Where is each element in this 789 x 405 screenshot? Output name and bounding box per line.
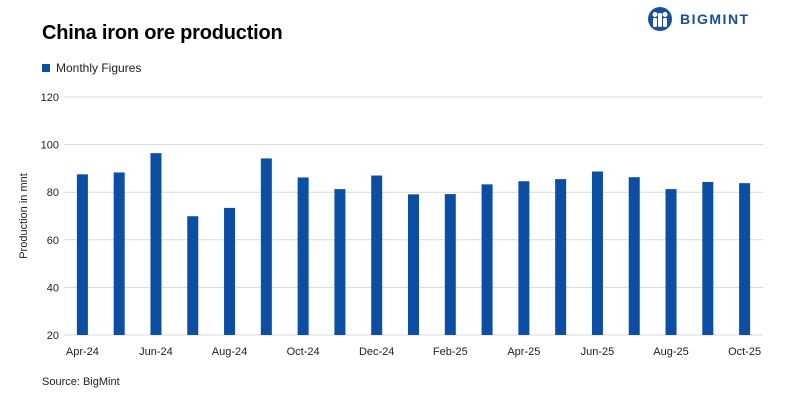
chart-legend: Monthly Figures [42, 61, 141, 75]
bar-feb-25 [444, 194, 456, 335]
bar-jul-24 [187, 216, 199, 335]
bar-mar-25 [481, 184, 493, 335]
x-tick-label: Oct-25 [728, 346, 761, 358]
x-tick-label: Jun-24 [139, 346, 173, 358]
y-axis-title: Production in mnt [18, 173, 30, 259]
bar-series [76, 153, 751, 335]
y-axis-ticks: 20 40 60 80 100 120 [41, 92, 59, 342]
bar-may-24 [113, 172, 125, 335]
y-tick-label: 100 [41, 140, 59, 152]
bar-apr-24 [76, 174, 88, 335]
y-tick-label: 40 [47, 282, 59, 294]
x-tick-label: Oct-24 [287, 346, 320, 358]
x-tick-label: Apr-24 [66, 346, 99, 358]
bigmint-logo-icon [648, 7, 672, 31]
y-tick-label: 20 [47, 330, 59, 342]
source-note: Source: BigMint [42, 376, 120, 388]
bar-jun-25 [591, 171, 603, 335]
bigmint-logo: BIGMINT [645, 6, 750, 32]
logo-text: BIGMINT [680, 11, 750, 27]
bar-sep-24 [260, 158, 272, 335]
x-tick-label: Aug-24 [212, 346, 247, 358]
x-tick-label: Feb-25 [433, 346, 468, 358]
bar-jul-25 [628, 177, 640, 335]
bar-nov-24 [334, 189, 346, 335]
bar-apr-25 [518, 181, 530, 335]
y-tick-label: 60 [47, 235, 59, 247]
y-tick-label: 80 [47, 187, 59, 199]
grid-lines [64, 96, 763, 336]
bar-jun-24 [150, 153, 162, 335]
chart-title: China iron ore production [42, 22, 283, 44]
bar-aug-24 [224, 207, 236, 335]
legend-label: Monthly Figures [56, 61, 142, 75]
x-tick-label: Apr-25 [507, 346, 540, 358]
bar-jan-25 [408, 194, 419, 335]
x-axis-ticks: Apr-24 Jun-24 Aug-24 Oct-24 Dec-24 Feb-25 Apr-… [66, 346, 761, 358]
bar-oct-25 [739, 183, 751, 335]
bar-dec-24 [371, 175, 383, 335]
bar-may-25 [555, 179, 567, 335]
bar-oct-24 [297, 177, 309, 335]
x-tick-label: Dec-24 [359, 346, 394, 358]
bar-sep-25 [702, 181, 714, 335]
y-tick-label: 120 [41, 92, 59, 104]
bar-aug-25 [665, 189, 677, 335]
legend-swatch [42, 64, 50, 72]
x-tick-label: Jun-25 [581, 346, 615, 358]
x-tick-label: Aug-25 [653, 346, 688, 358]
